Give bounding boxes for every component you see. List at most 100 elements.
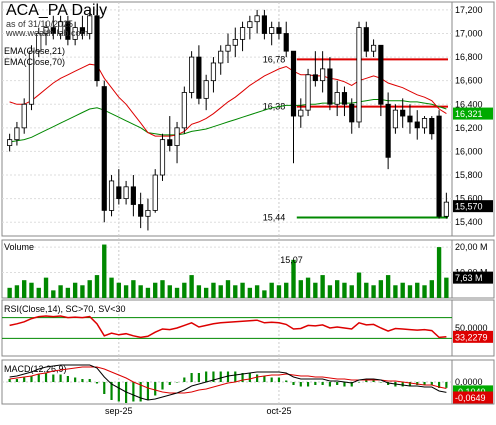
macd-hist-bar (88, 379, 91, 382)
candle-body (218, 50, 224, 64)
candle-body (87, 15, 93, 34)
macd-hist-bar (37, 374, 40, 382)
volume-bar (189, 275, 194, 298)
macd-hist-bar (241, 373, 244, 382)
rsi-y-tick: 50,0000 (455, 323, 488, 333)
legend-ema70: EMA(Close,70) (4, 57, 66, 67)
candle-body (21, 103, 27, 129)
candle-body (65, 21, 71, 40)
x-tick-label: sep-25 (105, 406, 133, 416)
macd-hist-bar (314, 382, 317, 385)
volume-bar (349, 285, 354, 298)
macd-hist-bar (8, 379, 11, 382)
volume-bar (160, 280, 165, 298)
volume-bar (145, 287, 151, 298)
volume-bar (298, 280, 303, 298)
volume-annotation: 15,07 (280, 255, 303, 265)
volume-bar (378, 280, 384, 298)
macd-hist-bar (263, 376, 266, 382)
ema70-line (9, 99, 447, 143)
macd-hist-bar (336, 382, 339, 385)
volume-bar (80, 285, 85, 298)
macd-hist-bar (95, 382, 99, 384)
price-y-tick: 16,200 (455, 123, 483, 133)
price-y-tick: 15,800 (455, 170, 483, 180)
volume-bar (65, 287, 71, 298)
signal-last-tag: -0,0649 (455, 393, 486, 403)
volume-bar (123, 285, 129, 298)
volume-bar (196, 285, 202, 298)
volume-bar (400, 282, 405, 298)
macd-line (9, 364, 447, 401)
macd-hist-bar (292, 382, 295, 385)
candle-body (159, 139, 166, 176)
candle-body (261, 15, 267, 34)
volume-bar (415, 282, 420, 298)
volume-bar (284, 282, 289, 298)
candle-body (43, 27, 49, 34)
rsi-line (9, 315, 447, 339)
volume-bar (203, 287, 209, 298)
volume-bar (364, 282, 369, 298)
candle-body (138, 204, 144, 217)
volume-bar (342, 282, 347, 298)
macd-hist-bar (234, 371, 237, 382)
macd-hist-bar (212, 371, 215, 382)
chart-title: ACA_PA Daily (6, 2, 108, 19)
macd-hist-bar (139, 382, 142, 402)
candle-body (305, 74, 311, 111)
macd-y-tick: 0,0000 (455, 377, 483, 387)
candle-body (123, 186, 129, 200)
volume-bar (371, 285, 376, 298)
volume-bar (58, 285, 63, 298)
candle-body (421, 118, 428, 129)
volume-bar (407, 285, 413, 298)
candle-body (116, 186, 122, 200)
candle-body (320, 68, 326, 82)
candle-body (349, 103, 355, 123)
volume-bar (320, 275, 325, 298)
volume-bar (7, 287, 12, 298)
volume-bar (116, 282, 122, 298)
last-close-tag-bg (453, 200, 493, 213)
macd-hist-bar (372, 380, 375, 382)
volume-bar (276, 285, 282, 298)
macd-hist-bar (23, 377, 26, 382)
macd-hist-bar (183, 377, 186, 382)
candle-body (407, 115, 413, 123)
macd-hist-bar (168, 382, 171, 385)
macd-hist-bar (52, 374, 55, 382)
ema21-line (9, 63, 447, 137)
macd-hist-bar (285, 380, 288, 382)
candle-body (356, 27, 362, 123)
rsi-last-tag-bg (453, 330, 493, 343)
candle-body (298, 109, 304, 117)
rsi-panel (1, 299, 495, 357)
macd-hist-bar (277, 377, 281, 382)
candle-body (79, 27, 86, 34)
macd-hist-bar (30, 376, 33, 382)
volume-bar (167, 285, 172, 298)
volume-bar (247, 287, 253, 298)
candle-body (94, 15, 100, 82)
macd-hist-bar (430, 382, 433, 385)
ema21-value-tag-bg (453, 107, 493, 120)
macd-hist-bar (401, 382, 404, 387)
volume-bar (22, 280, 27, 298)
candle-body (327, 68, 333, 105)
volume-bar (334, 280, 340, 298)
candle-body (28, 50, 35, 105)
volume-bar (313, 282, 318, 298)
site-url: www.wealth-lab.com (6, 28, 89, 38)
macd-hist-bar (328, 382, 331, 387)
macd-hist-bar (66, 376, 69, 382)
macd-hist-bar (103, 382, 106, 394)
macd-hist-bar (81, 379, 84, 382)
volume-bar (356, 272, 362, 298)
volume-bar (14, 285, 20, 298)
macd-hist-bar (132, 382, 135, 402)
volume-bar (51, 290, 56, 298)
macd-hist-bar (437, 382, 441, 388)
